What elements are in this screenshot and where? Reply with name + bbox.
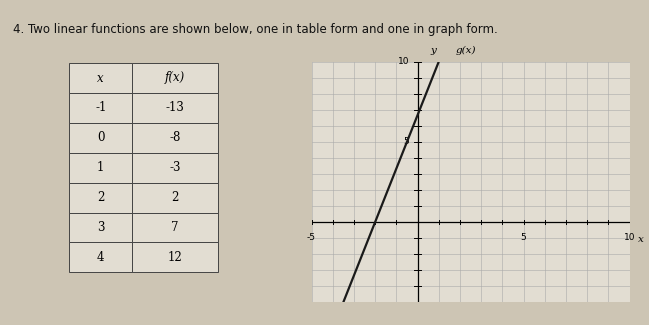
- Text: g(x): g(x): [456, 46, 476, 55]
- Text: 12: 12: [167, 251, 182, 264]
- Text: 1: 1: [97, 161, 104, 174]
- FancyBboxPatch shape: [69, 93, 132, 123]
- FancyBboxPatch shape: [69, 242, 132, 272]
- Text: 5: 5: [403, 137, 409, 147]
- FancyBboxPatch shape: [132, 242, 218, 272]
- Text: 5: 5: [520, 233, 526, 242]
- FancyBboxPatch shape: [69, 213, 132, 242]
- Text: x: x: [638, 235, 644, 244]
- Text: -1: -1: [95, 101, 106, 114]
- FancyBboxPatch shape: [132, 63, 218, 93]
- Text: 10: 10: [398, 57, 409, 66]
- FancyBboxPatch shape: [69, 63, 132, 93]
- Text: -8: -8: [169, 131, 180, 144]
- Text: y: y: [430, 46, 436, 55]
- Text: 4: 4: [97, 251, 104, 264]
- FancyBboxPatch shape: [132, 183, 218, 213]
- Text: 2: 2: [97, 191, 104, 204]
- Text: x: x: [97, 72, 104, 84]
- Text: 7: 7: [171, 221, 178, 234]
- Text: -5: -5: [307, 233, 316, 242]
- Text: 0: 0: [97, 131, 104, 144]
- FancyBboxPatch shape: [69, 153, 132, 183]
- Text: 10: 10: [624, 233, 635, 242]
- FancyBboxPatch shape: [132, 93, 218, 123]
- Text: -13: -13: [165, 101, 184, 114]
- FancyBboxPatch shape: [132, 213, 218, 242]
- Text: -3: -3: [169, 161, 180, 174]
- Text: 2: 2: [171, 191, 178, 204]
- Text: f(x): f(x): [165, 72, 185, 84]
- FancyBboxPatch shape: [132, 123, 218, 153]
- FancyBboxPatch shape: [69, 123, 132, 153]
- Text: 4. Two linear functions are shown below, one in table form and one in graph form: 4. Two linear functions are shown below,…: [13, 23, 498, 36]
- FancyBboxPatch shape: [132, 153, 218, 183]
- Text: 3: 3: [97, 221, 104, 234]
- FancyBboxPatch shape: [69, 183, 132, 213]
